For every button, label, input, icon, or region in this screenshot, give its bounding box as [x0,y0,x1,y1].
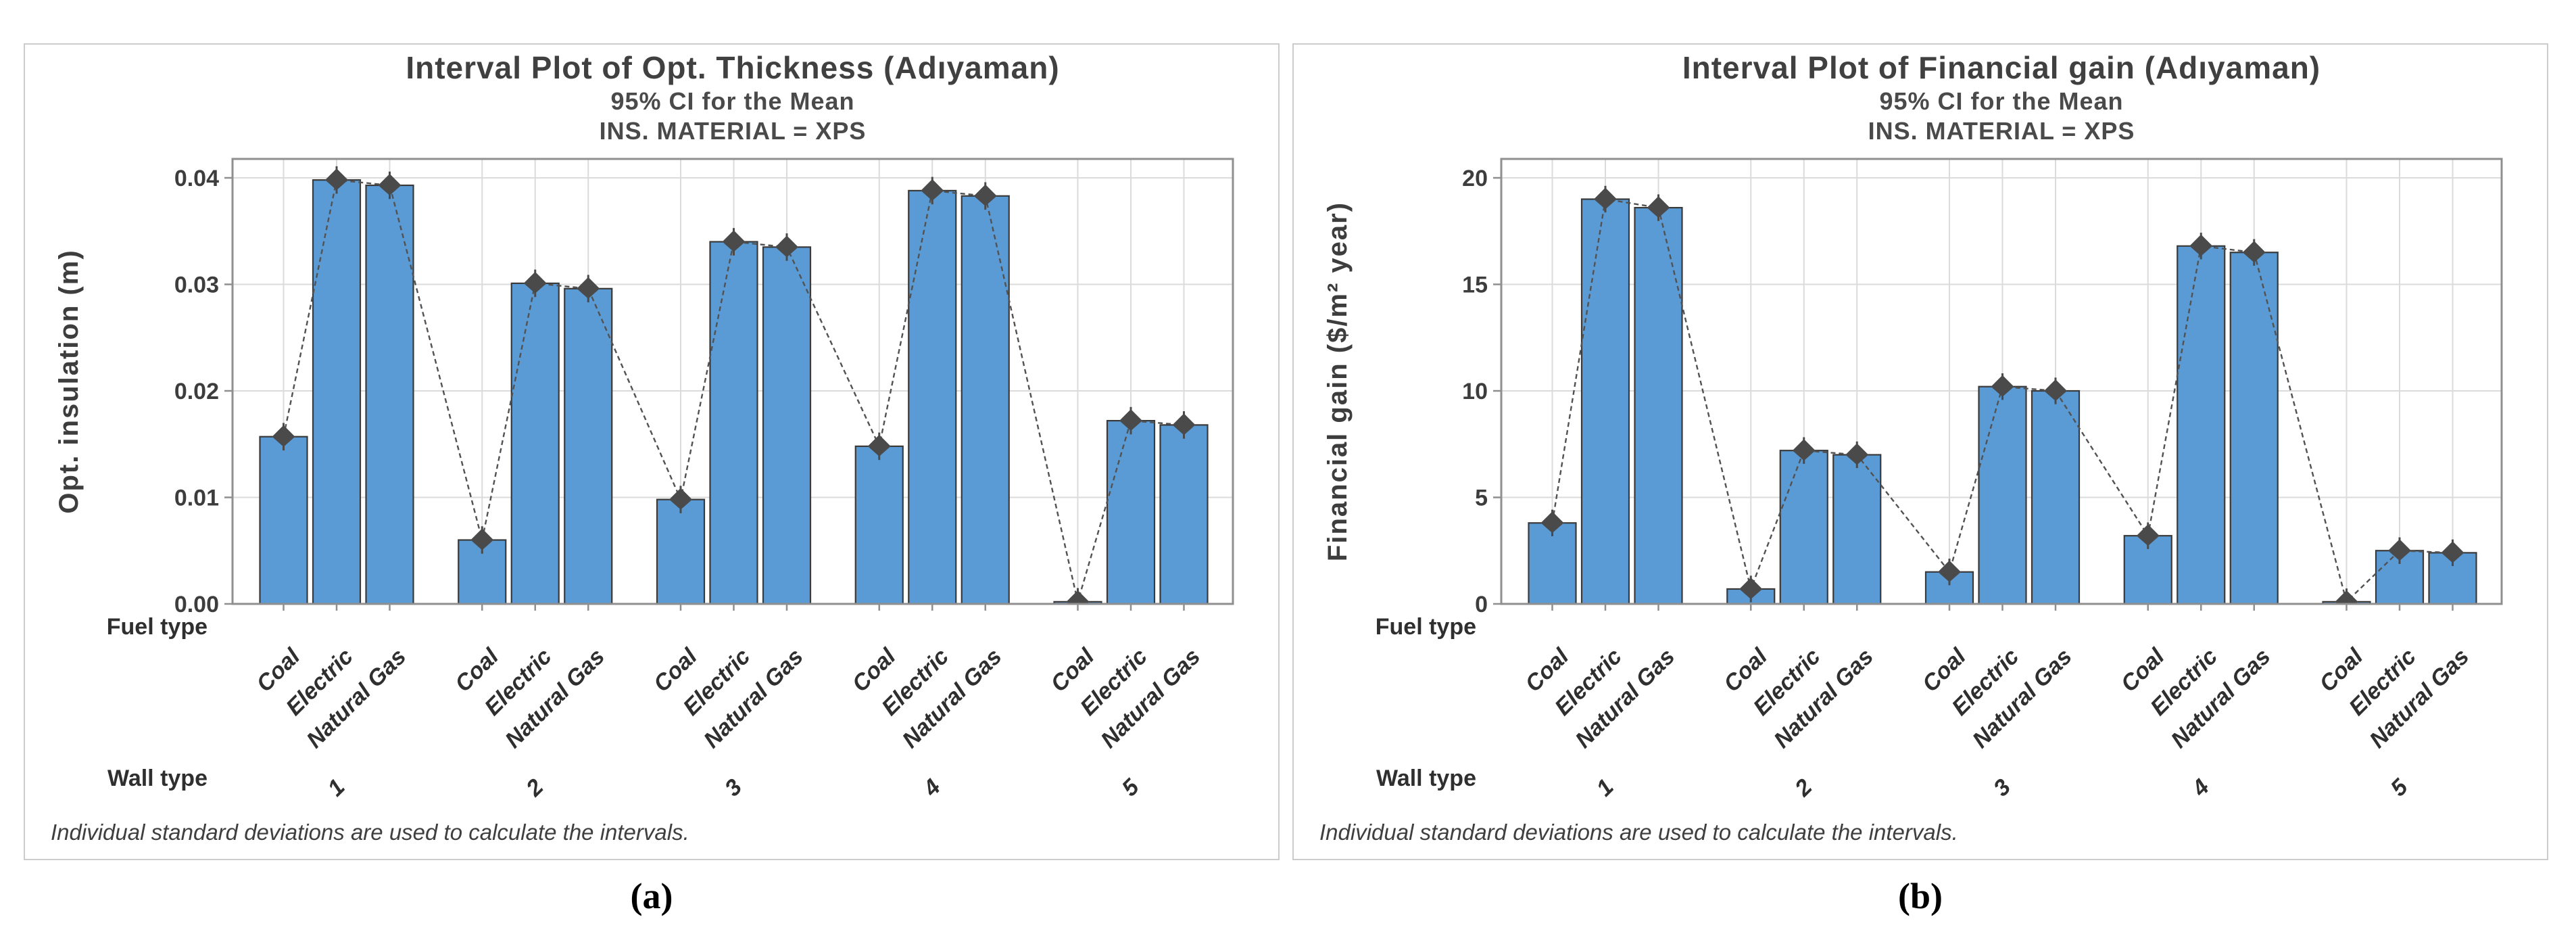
mean-marker-diamond [1845,443,1869,465]
title-block-a: Interval Plot of Opt. Thickness (Adıyama… [233,49,1233,146]
y-tick-label: 0.02 [174,379,219,404]
chart-panel-b: 0 5 10 15 20 Coal Electric Natural Gas Coal Elect… [1292,43,2548,860]
chart-subtitle-ci: 95% CI for the Mean [610,87,855,115]
y-axis-title: Financial gain ($/m² year) [1323,201,1353,562]
plot-box [1500,158,2503,605]
bar [1159,424,1209,605]
mean-marker-diamond [325,168,348,191]
bar [1106,419,1156,605]
wall-type-tick-label: 2 [520,774,548,802]
wall-type-tick-label: 5 [1117,774,1144,801]
wall-type-tick-label: 1 [322,774,349,801]
bar [961,195,1010,605]
bar [1832,454,1882,605]
wall-type-tick-label: 5 [2385,774,2413,801]
y-tick-label: 0.03 [174,273,219,298]
bar [312,179,362,605]
chart-title: Interval Plot of Financial gain (Adıyama… [1682,50,2321,85]
interval-plot-canvas-a: 0.000.010.020.030.04CoalElectricNatural … [174,158,1234,802]
y-tick-label: 0.00 [174,592,219,617]
subfigure-caption-a: (a) [630,876,673,916]
bar [2177,245,2226,605]
mean-marker-diamond [921,179,944,201]
fuel-type-row-label: Fuel type [106,614,208,640]
mean-marker-diamond [775,235,798,258]
mean-marker-diamond [1739,577,1763,599]
bar [854,445,904,605]
y-tick-label: 15 [1462,273,1488,298]
wall-type-tick-label: 2 [1789,774,1817,802]
mean-marker-diamond [1938,560,1961,582]
bar [1779,450,1828,605]
mean-marker-diamond [523,271,547,293]
chart-panel-a: 0.00 0.01 0.02 0.03 0.04 Coal Electric Natural … [24,43,1280,860]
mean-marker-diamond [2044,379,2067,401]
mean-marker-diamond [470,528,494,550]
mean-marker-diamond [669,488,692,510]
mean-marker-diamond [1991,375,2014,397]
mean-marker-diamond [378,174,402,196]
wall-type-tick-label: 4 [918,774,946,802]
subfigure-caption-b: (b) [1898,876,1943,916]
y-tick-label: 20 [1462,166,1488,191]
mean-marker-diamond [1540,511,1564,534]
bar [1634,207,1683,605]
mean-marker-diamond [867,434,891,456]
chart-subtitle-material: INS. MATERIAL = XPS [1868,117,2135,145]
mean-connector-line [283,179,1184,604]
chart-subtitle-material: INS. MATERIAL = XPS [599,117,867,145]
plot-box [231,158,1234,605]
wall-type-tick-label: 1 [1591,774,1618,801]
title-block-b: Interval Plot of Financial gain (Adıyama… [1501,49,2502,146]
wall-type-tick-label: 3 [1989,774,2016,801]
mean-marker-diamond [2189,234,2213,256]
chart-subtitle-ci: 95% CI for the Mean [1879,87,2124,115]
footnote: Individual standard deviations are used … [1319,820,1958,845]
bar [656,498,706,605]
mean-marker-diamond [2136,524,2160,546]
chart-title: Interval Plot of Opt. Thickness (Adıyama… [406,50,1060,85]
fuel-type-row-label: Fuel type [1375,614,1476,640]
mean-marker-diamond [1119,409,1142,431]
mean-marker-diamond [272,425,295,447]
mean-marker-diamond [577,277,600,299]
y-tick-label: 0 [1475,592,1488,617]
bar [510,282,560,605]
bar [762,246,812,605]
bar [365,184,414,605]
mean-marker-diamond [2335,590,2358,604]
y-tick-label: 10 [1462,379,1488,404]
mean-marker-diamond [722,230,746,252]
bar [2229,252,2279,605]
bar [908,189,957,605]
y-tick-label: 0.04 [174,166,219,191]
y-tick-label: 0.01 [174,486,219,511]
mean-marker-diamond [2388,539,2411,561]
wall-type-tick-label: 3 [720,774,747,801]
bar [709,241,758,605]
y-tick-label: 5 [1475,486,1488,511]
mean-marker-diamond [1594,187,1617,210]
bar [564,287,613,605]
mean-marker-diamond [2441,541,2464,563]
wall-type-row-label: Wall type [107,766,208,791]
mean-marker-diamond [2242,241,2266,263]
bar [2031,390,2081,605]
mean-marker-diamond [1066,590,1090,604]
bar [1580,198,1630,605]
bar [259,436,308,605]
mean-marker-diamond [1172,413,1196,436]
wall-type-tick-label: 4 [2187,774,2214,802]
mean-marker-diamond [1792,439,1816,461]
mean-marker-diamond [1647,196,1670,218]
bar [1978,385,2027,605]
footnote: Individual standard deviations are used … [51,820,689,845]
mean-marker-diamond [973,184,997,206]
y-axis-title: Opt. insulation (m) [54,249,84,514]
wall-type-row-label: Wall type [1376,766,1476,791]
